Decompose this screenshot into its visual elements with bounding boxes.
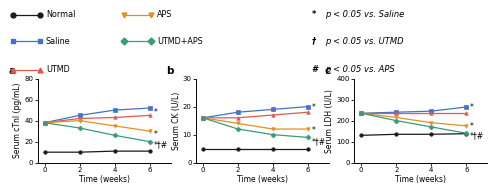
Text: *†#: *†# <box>154 140 168 149</box>
Y-axis label: Serum LDH (U/L): Serum LDH (U/L) <box>326 89 334 153</box>
Text: *: * <box>312 10 316 19</box>
Text: p < 0.05 vs. Saline: p < 0.05 vs. Saline <box>325 10 404 19</box>
X-axis label: Time (weeks): Time (weeks) <box>237 175 288 184</box>
Text: a: a <box>8 66 16 76</box>
Text: Normal: Normal <box>46 10 76 19</box>
Text: *: * <box>470 103 474 113</box>
Text: b: b <box>166 66 174 76</box>
Text: UTMD: UTMD <box>46 65 70 74</box>
Text: UTMD+APS: UTMD+APS <box>157 37 203 46</box>
Text: c: c <box>325 66 331 76</box>
Text: *: * <box>470 122 474 131</box>
X-axis label: Time (weeks): Time (weeks) <box>396 175 446 184</box>
X-axis label: Time (weeks): Time (weeks) <box>78 175 130 184</box>
Text: #: # <box>312 65 318 74</box>
Text: †: † <box>312 37 316 46</box>
Y-axis label: Serum CK (U/L): Serum CK (U/L) <box>172 91 180 150</box>
Text: *: * <box>154 130 157 139</box>
Text: *: * <box>312 126 316 135</box>
Y-axis label: Serum cTnI (pg/mL): Serum cTnI (pg/mL) <box>14 83 22 158</box>
Text: Saline: Saline <box>46 37 70 46</box>
Text: *†#: *†# <box>470 131 484 140</box>
Text: APS: APS <box>157 10 172 19</box>
Text: *: * <box>312 103 316 113</box>
Text: *†#: *†# <box>312 137 326 146</box>
Text: p < 0.05 vs. UTMD: p < 0.05 vs. UTMD <box>325 37 404 46</box>
Text: p < 0.05 vs. APS: p < 0.05 vs. APS <box>325 65 394 74</box>
Text: *: * <box>154 108 157 117</box>
